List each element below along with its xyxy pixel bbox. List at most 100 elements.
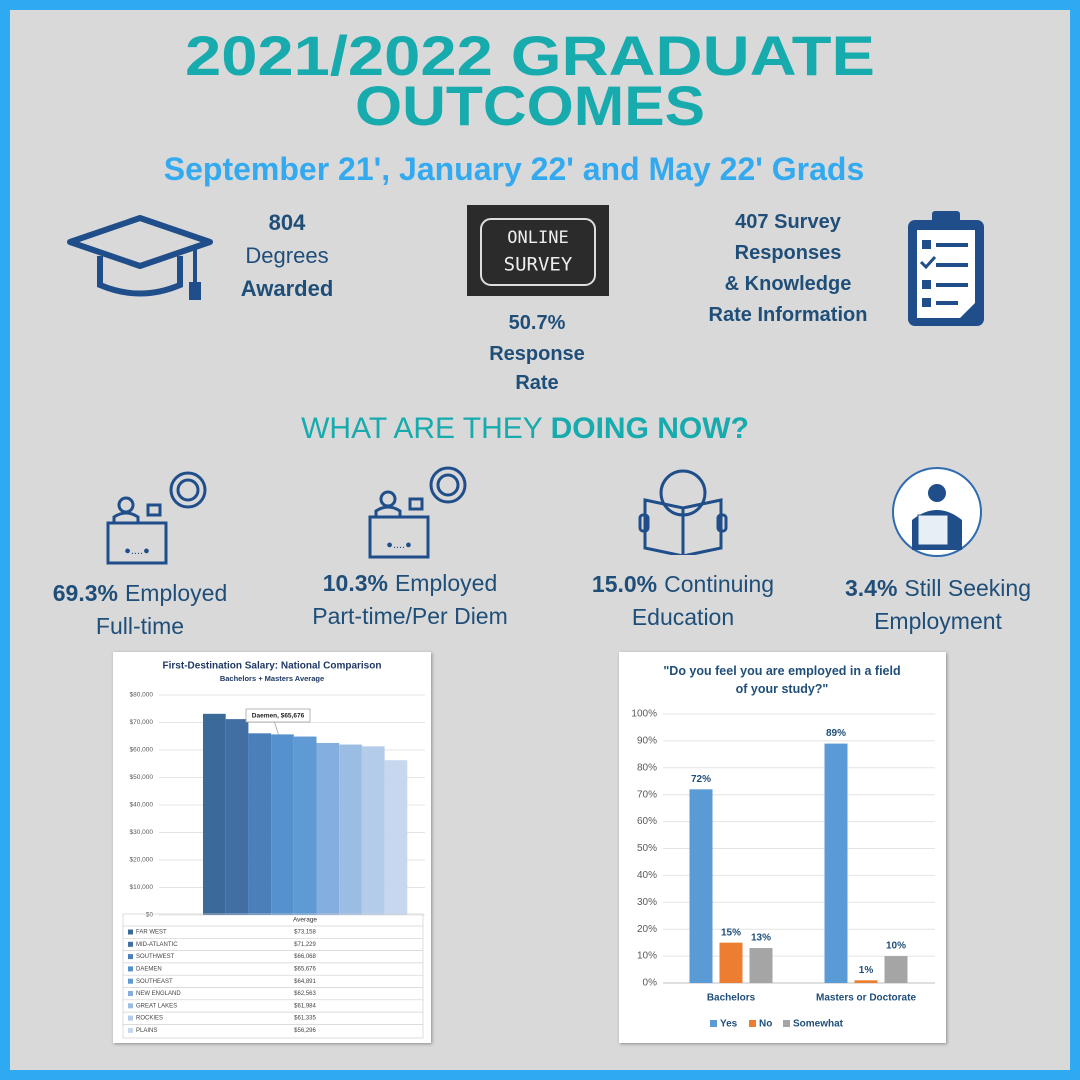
annotation: Daemen, $65,676 xyxy=(252,713,305,720)
y-tick-label: 50% xyxy=(637,843,657,854)
y-tick-label: $80,000 xyxy=(130,692,154,699)
svg-text:●....●: ●....● xyxy=(386,539,412,551)
x-tick-label: Bachelors xyxy=(707,993,756,1004)
bar xyxy=(271,734,294,915)
y-tick-label: $40,000 xyxy=(130,802,154,809)
response-label: Response xyxy=(489,343,585,365)
annotation-pointer xyxy=(274,721,279,735)
value-label: 13% xyxy=(751,933,771,944)
bar xyxy=(339,744,362,915)
table-key xyxy=(128,929,133,935)
subtitle: September 21', January 22' and May 22' G… xyxy=(163,151,865,187)
table-value: $56,296 xyxy=(294,1028,316,1034)
bar xyxy=(824,743,848,983)
y-tick-label: 10% xyxy=(637,951,657,962)
title: 2021/2022 GRADUATE xyxy=(185,24,875,87)
item-text: Still Seeking xyxy=(904,575,1032,601)
y-tick-label: 90% xyxy=(637,736,657,747)
y-tick-label: $20,000 xyxy=(130,857,154,864)
table-key xyxy=(128,954,133,960)
item-line: Part-time/Per Diem xyxy=(312,603,508,629)
responses-label: Responses xyxy=(734,242,842,264)
responses-label: & Knowledge xyxy=(724,273,852,295)
bar xyxy=(749,948,773,983)
heading-text: WHAT ARE THEY xyxy=(301,412,543,445)
x-tick-label: Masters or Doctorate xyxy=(816,993,916,1004)
y-tick-label: $10,000 xyxy=(130,884,154,891)
item-line: 3.4% Still Seeking xyxy=(845,572,1031,605)
table-border xyxy=(122,913,424,1039)
y-tick-label: 40% xyxy=(637,870,657,881)
legend-key xyxy=(783,1020,790,1027)
value-label: 72% xyxy=(691,774,711,785)
value-label: 89% xyxy=(826,728,846,739)
item-text: Employed xyxy=(394,570,498,596)
item-line: 69.3% Employed xyxy=(53,577,228,610)
table-category: SOUTHWEST xyxy=(136,954,175,960)
table-category: GREAT LAKES xyxy=(136,1003,177,1009)
degrees-number: 804 xyxy=(268,210,306,235)
item-line: 15.0% Continuing xyxy=(592,568,774,601)
clipboard-icon xyxy=(908,211,984,326)
table-key xyxy=(128,1027,133,1033)
table-category: MID-ATLANTIC xyxy=(136,942,178,948)
heading-bold: DOING NOW? xyxy=(550,412,749,445)
table-category: PLAINS xyxy=(136,1028,157,1034)
value-label: 1% xyxy=(859,965,874,976)
table-value: $65,676 xyxy=(294,966,316,972)
bar xyxy=(854,980,878,983)
cap-icon xyxy=(67,215,213,300)
table-header: Average xyxy=(293,917,317,924)
chart-title: First-Destination Salary: National Compa… xyxy=(163,661,382,672)
title-area: 2021/2022 GRADUATE OUTCOMES xyxy=(185,24,875,137)
table-category: NEW ENGLAND xyxy=(136,991,181,997)
bar xyxy=(248,733,272,915)
item-percent: 3.4% xyxy=(844,575,898,601)
employed-icon: ●....● xyxy=(368,466,467,559)
table-key xyxy=(128,1003,133,1009)
response-number: 50.7% xyxy=(508,312,566,334)
item-percent: 15.0% xyxy=(591,571,658,597)
y-tick-label: 100% xyxy=(631,709,657,720)
table-key xyxy=(128,941,133,947)
table-value: $61,335 xyxy=(294,1016,316,1022)
survey-chart: 0% 10% 20% 30% 40% 50% 60% 70% 80% 90% 100% Bachelo… xyxy=(631,709,935,1030)
annotation-box xyxy=(245,708,311,723)
table-value: $62,563 xyxy=(294,991,316,997)
survey-image-text: ONLINE xyxy=(507,228,568,248)
y-tick-label: $0 xyxy=(146,912,154,919)
survey-chart-panel: 0% 10% 20% 30% 40% 50% 60% 70% 80% 90% 100% Bachelo… xyxy=(619,652,946,1043)
table-key xyxy=(128,978,133,984)
section-heading: WHAT ARE THEY DOING NOW? xyxy=(301,412,749,446)
y-tick-label: 80% xyxy=(637,762,657,773)
legend-key xyxy=(710,1020,717,1027)
item-percent: 69.3% xyxy=(52,580,118,606)
survey-image-text: SURVEY xyxy=(504,254,573,276)
jobs-icon xyxy=(892,467,982,557)
item-percent: 10.3% xyxy=(322,570,388,596)
bar xyxy=(225,719,249,915)
y-tick-label: 0% xyxy=(643,978,658,989)
legend-label: No xyxy=(759,1019,772,1030)
degrees-label: Awarded xyxy=(240,276,334,301)
legend-label: Somewhat xyxy=(793,1019,844,1030)
item-line: Education xyxy=(631,604,735,630)
bar xyxy=(203,713,226,915)
responses-label: 407 Survey xyxy=(735,211,841,233)
table-key xyxy=(128,1015,133,1021)
table-value: $71,229 xyxy=(294,942,316,948)
bar xyxy=(689,789,713,983)
title: OUTCOMES xyxy=(355,74,705,137)
y-tick-label: 30% xyxy=(637,897,657,908)
degrees-label: Degrees xyxy=(245,243,329,268)
bar xyxy=(361,746,385,915)
bar xyxy=(293,736,317,915)
bar xyxy=(384,760,408,915)
book-icon xyxy=(638,469,728,555)
employed-icon: ●....● xyxy=(106,471,207,565)
table-value: $64,891 xyxy=(294,979,316,985)
salary-chart-panel: $0 $10,000 $20,000 $30,000 $40,000 $50,000 $60… xyxy=(113,652,431,1043)
table-key xyxy=(128,966,133,972)
table-category: FAR WEST xyxy=(136,930,167,936)
